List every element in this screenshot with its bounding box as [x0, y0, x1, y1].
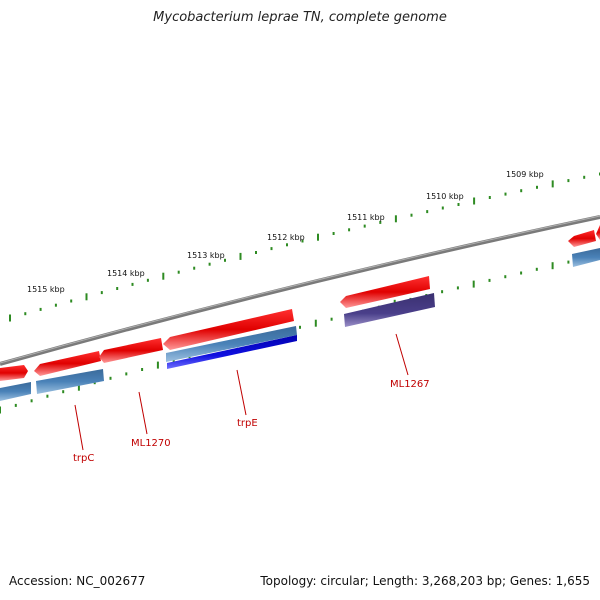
forward-feature-5[interactable]: [340, 276, 430, 308]
outer-minor-tick: [270, 247, 273, 251]
genome-backbone: [0, 215, 600, 366]
kbp-label-1509: 1509 kbp: [506, 170, 544, 179]
outer-minor-tick: [177, 270, 180, 274]
inner-minor-tick: [299, 325, 301, 329]
genome-backbone-highlight: [0, 215, 600, 364]
outer-minor-tick: [410, 213, 413, 217]
inner-minor-tick: [172, 359, 175, 363]
inner-minor-tick: [441, 290, 444, 294]
ML1267-leader: [395, 333, 409, 376]
outer-minor-tick: [255, 251, 257, 254]
outer-major-tick: [85, 293, 88, 301]
outer-minor-tick: [39, 307, 42, 311]
inner-major-tick: [77, 383, 80, 391]
kbp-label-1515: 1515 kbp: [27, 285, 65, 294]
reverse-feature-trpE-upper[interactable]: [166, 326, 297, 362]
outer-major-tick: [9, 314, 11, 322]
reverse-feature-trpE[interactable]: [167, 335, 297, 369]
outer-minor-tick: [379, 220, 382, 224]
inner-minor-tick: [488, 278, 491, 282]
kbp-label-1514: 1514 kbp: [107, 269, 145, 278]
reverse-feature-ML1267[interactable]: [344, 293, 435, 327]
reverse-feature-1[interactable]: [0, 382, 31, 401]
kbp-label-1513: 1513 kbp: [187, 251, 225, 260]
outer-minor-tick: [131, 282, 134, 286]
forward-feature-1[interactable]: [0, 365, 28, 381]
outer-minor-tick: [441, 206, 444, 210]
outer-minor-tick: [301, 239, 304, 243]
inner-major-tick: [551, 262, 554, 270]
forward-feature-6[interactable]: [568, 230, 596, 247]
inner-major-tick: [0, 406, 1, 414]
outer-major-tick: [394, 215, 397, 223]
outer-minor-tick: [146, 278, 149, 282]
trpE-leader: [236, 369, 247, 416]
outer-major-tick: [551, 180, 554, 188]
outer-major-tick: [317, 233, 319, 241]
ML1270-leader: [138, 391, 148, 435]
outer-minor-tick: [24, 312, 27, 316]
kbp-label-1511: 1511 kbp: [347, 213, 385, 222]
outer-minor-tick: [70, 299, 73, 303]
inner-minor-tick: [46, 394, 49, 398]
outer-minor-tick: [488, 196, 491, 199]
gene-label-ML1267[interactable]: ML1267: [390, 379, 430, 390]
inner-minor-tick: [520, 271, 523, 275]
outer-minor-tick: [536, 185, 538, 189]
inner-minor-tick: [456, 286, 459, 290]
inner-minor-tick: [504, 275, 507, 279]
gene-label-trpC[interactable]: trpC: [73, 453, 94, 464]
inner-minor-tick: [109, 376, 112, 380]
forward-feature-3[interactable]: [99, 338, 163, 363]
inner-minor-tick: [567, 260, 570, 264]
inner-major-tick: [472, 280, 475, 288]
inner-minor-tick: [62, 390, 65, 394]
inner-minor-tick: [141, 368, 144, 371]
outer-minor-tick: [348, 228, 351, 232]
kbp-label-1510: 1510 kbp: [426, 192, 464, 201]
inner-minor-tick: [125, 372, 128, 376]
outer-major-tick: [162, 272, 165, 280]
forward-feature-2[interactable]: [34, 351, 101, 376]
outer-minor-tick: [520, 189, 523, 193]
outer-minor-tick: [363, 224, 366, 228]
forward-feature-4[interactable]: [163, 309, 294, 350]
outer-minor-tick: [224, 258, 226, 262]
outer-minor-tick: [100, 291, 103, 295]
inner-major-tick: [314, 319, 317, 327]
reverse-feature-2[interactable]: [36, 369, 104, 394]
outer-scale-ticks: [9, 172, 600, 322]
outer-minor-tick: [583, 175, 586, 179]
accession-text: Accession: NC_002677: [9, 574, 146, 588]
inner-major-tick: [156, 361, 159, 369]
outer-minor-tick: [426, 210, 429, 214]
kbp-label-1512: 1512 kbp: [267, 233, 305, 242]
outer-minor-tick: [286, 243, 288, 247]
outer-minor-tick: [54, 303, 57, 307]
forward-feature-7[interactable]: [596, 225, 600, 240]
inner-minor-tick: [535, 267, 538, 271]
map-title: Mycobacterium leprae TN, complete genome: [153, 10, 447, 25]
outer-minor-tick: [504, 192, 507, 196]
inner-scale-ticks: [0, 253, 600, 414]
outer-major-tick: [239, 252, 242, 260]
trpC-leader: [74, 404, 84, 451]
inner-minor-tick: [14, 403, 17, 407]
outer-minor-tick: [193, 266, 196, 270]
outer-minor-tick: [116, 287, 119, 290]
outer-minor-tick: [208, 262, 211, 266]
genome-summary-text: Topology: circular; Length: 3,268,203 bp…: [260, 574, 590, 588]
inner-minor-tick: [30, 399, 33, 403]
gene-label-ML1270[interactable]: ML1270: [131, 438, 171, 449]
reverse-feature-right[interactable]: [572, 248, 600, 267]
inner-minor-tick: [330, 317, 333, 321]
gene-label-trpE[interactable]: trpE: [237, 418, 258, 429]
outer-minor-tick: [567, 179, 570, 183]
outer-minor-tick: [332, 232, 335, 235]
outer-minor-tick: [457, 203, 460, 206]
outer-major-tick: [473, 197, 476, 205]
